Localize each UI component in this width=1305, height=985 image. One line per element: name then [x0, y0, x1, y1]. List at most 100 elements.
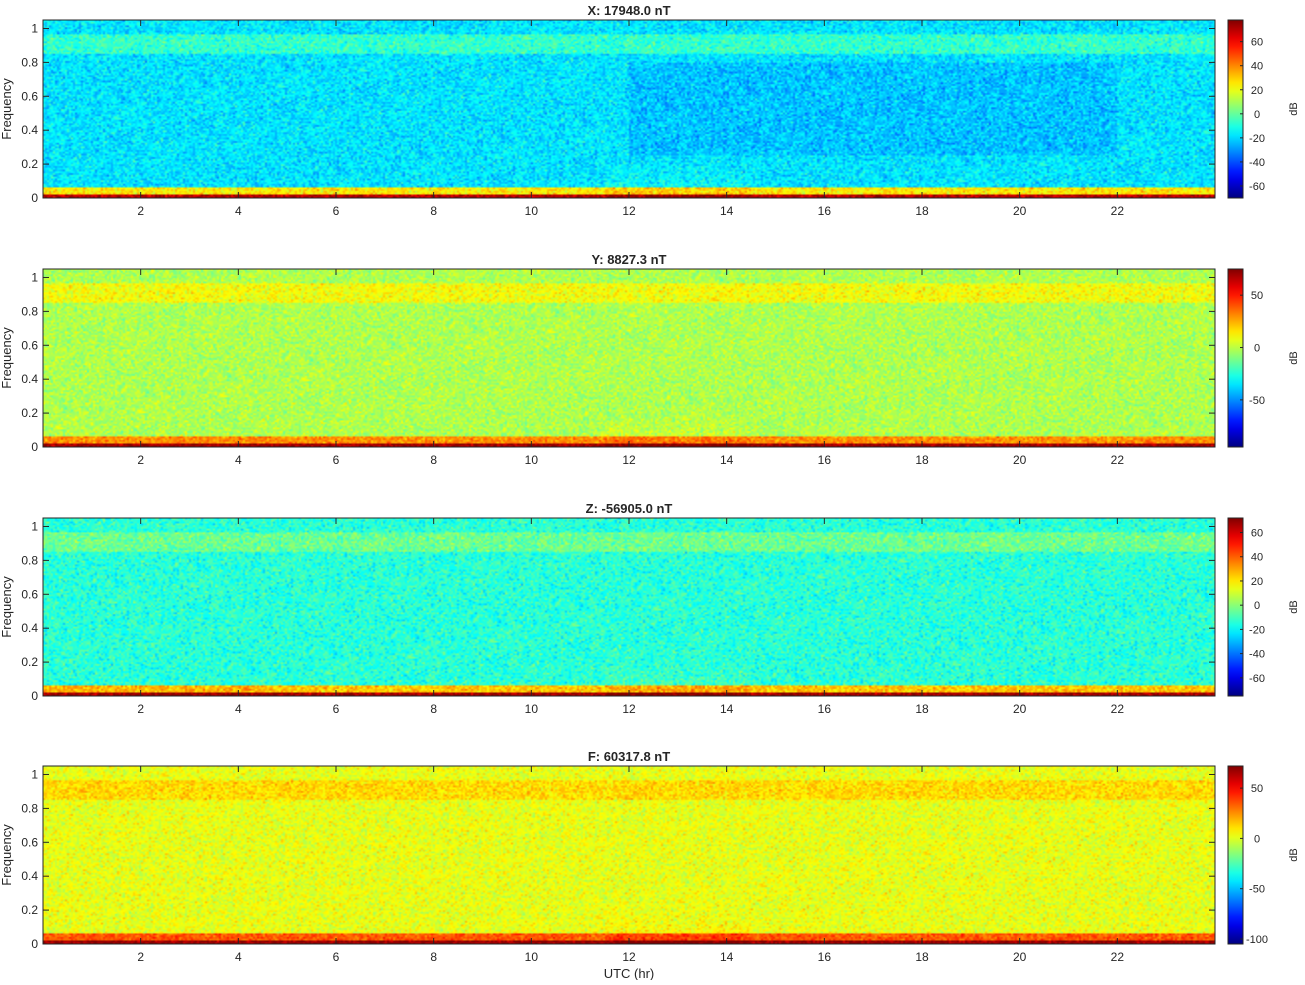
colorbar: [1227, 517, 1244, 697]
colorbar-tick-label: -20: [1249, 624, 1265, 636]
colorbar-tick-label: 40: [1251, 61, 1263, 73]
panel-f: F: 60317.8 nT2 4 6 8 10 12 14 16 18 20 2200.20.40.…: [0, 749, 1300, 981]
y-tick-label: 0: [31, 191, 38, 205]
colorbar-tick-label: -50: [1249, 884, 1265, 896]
y-tick-label: 0.6: [21, 89, 38, 103]
x-axis-label: UTC (hr): [604, 966, 655, 980]
x-tick-label: 16: [818, 702, 832, 716]
y-tick-label: 1: [31, 270, 38, 284]
x-tick-label: 10: [525, 950, 539, 964]
colorbar-label: dB: [1288, 600, 1300, 613]
x-tick-label: 6: [333, 950, 340, 964]
x-tick-label: 10: [525, 453, 539, 467]
x-tick-label: 14: [720, 950, 734, 964]
x-tick-label: 12: [622, 204, 636, 218]
y-tick-label: 0: [31, 440, 38, 454]
x-tick-label: 18: [915, 950, 929, 964]
panel-title: Z: -56905.0 nT: [586, 501, 673, 516]
x-tick-label: 8: [430, 453, 437, 467]
y-tick-label: 0.4: [21, 869, 38, 883]
colorbar-tick-label: 60: [1251, 37, 1263, 49]
x-tick-label: 6: [333, 702, 340, 716]
spectrogram-image: [43, 518, 1215, 696]
x-tick-label: 12: [622, 702, 636, 716]
x-tick-label: 8: [430, 950, 437, 964]
colorbar-tick-label: -20: [1249, 133, 1265, 145]
colorbar-tick-label: 20: [1251, 85, 1263, 97]
colorbar-label: dB: [1288, 351, 1300, 364]
y-tick-label: 0.8: [21, 55, 38, 69]
x-tick-label: 20: [1013, 204, 1027, 218]
y-axis-label: Frequency: [0, 78, 14, 140]
x-tick-label: 10: [525, 204, 539, 218]
x-tick-label: 10: [525, 702, 539, 716]
y-tick-label: 0: [31, 689, 38, 703]
colorbar-tick-label: 60: [1251, 528, 1263, 540]
y-tick-label: 1: [31, 21, 38, 35]
x-tick-label: 4: [235, 204, 242, 218]
y-tick-label: 0.2: [21, 903, 38, 917]
x-tick-label: 6: [333, 204, 340, 218]
colorbar-tick-label: -60: [1249, 181, 1265, 193]
colorbar-tick-label: -100: [1246, 934, 1268, 946]
x-tick-label: 4: [235, 702, 242, 716]
x-tick-label: 4: [235, 950, 242, 964]
panel-x: X: 17948.0 nT2 4 6 8 10 12 14 16 18 20 2200.20.40.…: [0, 3, 1300, 218]
y-axis-label: Frequency: [0, 576, 14, 638]
x-tick-label: 20: [1013, 702, 1027, 716]
x-tick-label: 16: [818, 453, 832, 467]
y-tick-label: 1: [31, 519, 38, 533]
y-tick-label: 0.2: [21, 406, 38, 420]
y-tick-label: 0.8: [21, 304, 38, 318]
spectrogram-image: [43, 269, 1215, 447]
y-tick-label: 0.8: [21, 801, 38, 815]
x-tick-label: 6: [333, 453, 340, 467]
x-tick-label: 2: [137, 204, 144, 218]
y-tick-label: 0.2: [21, 157, 38, 171]
colorbar-tick-label: 20: [1251, 576, 1263, 588]
colorbar-tick-label: 40: [1251, 552, 1263, 564]
spectrogram-image: [43, 766, 1215, 944]
colorbar-tick-label: -40: [1249, 649, 1265, 661]
colorbar-tick-label: -50: [1249, 395, 1265, 407]
colorbar-label: dB: [1288, 102, 1300, 115]
colorbar: [1227, 268, 1244, 448]
x-tick-label: 2: [137, 453, 144, 467]
panel-title: Y: 8827.3 nT: [592, 252, 667, 267]
colorbar-tick-label: -60: [1249, 673, 1265, 685]
x-tick-label: 12: [622, 950, 636, 964]
y-tick-label: 0.4: [21, 621, 38, 635]
colorbar-tick-label: -40: [1249, 157, 1265, 169]
y-axis-label: Frequency: [0, 824, 14, 886]
panel-title: X: 17948.0 nT: [587, 3, 670, 18]
y-tick-label: 0.6: [21, 587, 38, 601]
colorbar: [1227, 765, 1244, 945]
x-tick-label: 2: [137, 702, 144, 716]
x-tick-label: 20: [1013, 950, 1027, 964]
y-tick-label: 0.6: [21, 338, 38, 352]
colorbar-label: dB: [1288, 848, 1300, 861]
panel-title: F: 60317.8 nT: [588, 749, 670, 764]
panel-z: Z: -56905.0 nT2 4 6 8 10 12 14 16 18 20 2200.20.40…: [0, 501, 1300, 716]
colorbar-tick-label: 50: [1251, 290, 1263, 302]
x-tick-label: 22: [1111, 204, 1125, 218]
colorbar-tick-label: 0: [1254, 109, 1260, 121]
x-tick-label: 18: [915, 204, 929, 218]
y-tick-label: 0.2: [21, 655, 38, 669]
colorbar-tick-label: 0: [1254, 833, 1260, 845]
panel-y: Y: 8827.3 nT2 4 6 8 10 12 14 16 18 20 2200.20.40.6…: [0, 252, 1300, 467]
y-axis-label: Frequency: [0, 327, 14, 389]
y-tick-label: 0.8: [21, 553, 38, 567]
x-tick-label: 2: [137, 950, 144, 964]
y-tick-label: 0.6: [21, 835, 38, 849]
colorbar-tick-label: 50: [1251, 783, 1263, 795]
x-tick-label: 20: [1013, 453, 1027, 467]
x-tick-label: 22: [1111, 702, 1125, 716]
x-tick-label: 16: [818, 204, 832, 218]
colorbar-tick-label: 0: [1254, 600, 1260, 612]
colorbar: [1227, 19, 1244, 199]
x-tick-label: 14: [720, 702, 734, 716]
x-tick-label: 22: [1111, 453, 1125, 467]
